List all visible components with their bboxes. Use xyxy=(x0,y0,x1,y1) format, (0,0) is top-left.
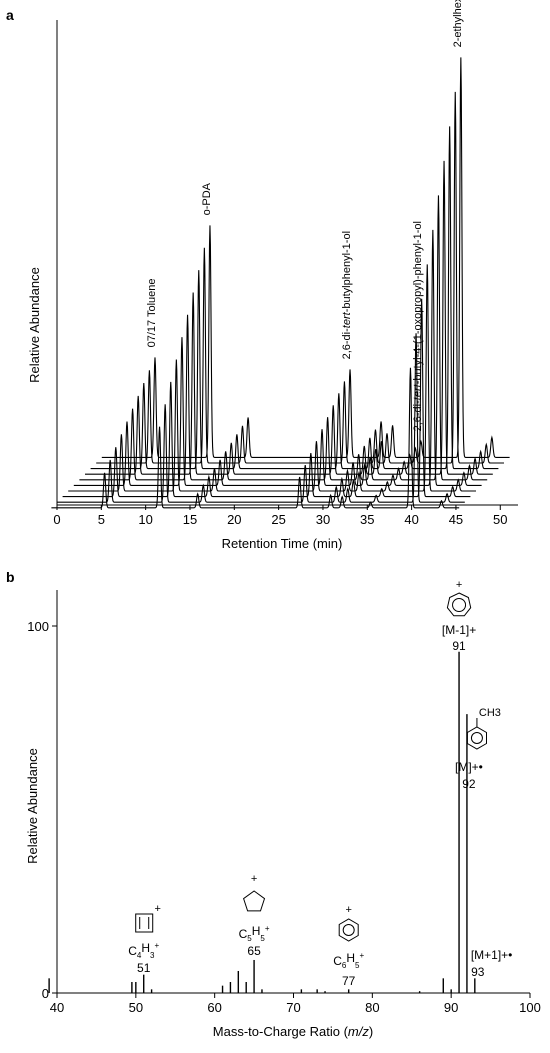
panel-a-x-tick-label: 0 xyxy=(53,512,60,527)
panel-a-x-tick-label: 45 xyxy=(449,512,463,527)
panel-b-x-axis-title: Mass-to-Charge Ratio (m/z) xyxy=(213,1024,373,1039)
panel-b-x-axis-title-main: Mass-to-Charge Ratio ( xyxy=(213,1024,349,1039)
ion-label-m: [M]+• xyxy=(455,760,483,774)
chromatogram-trace xyxy=(79,195,488,481)
panel-a-traces xyxy=(51,57,510,509)
peak-label: 2,6-di-tert-butylphenyl-1-ol xyxy=(341,231,353,359)
mz-label-91: 91 xyxy=(452,639,466,653)
panel-a-x-tick-label: 40 xyxy=(404,512,418,527)
panel-a-x-tick-label: 50 xyxy=(493,512,507,527)
panel-b-y-axis-title: Relative Abundance xyxy=(25,748,40,864)
panel-b-axes: 40 50 60 70 80 90 100 0 100 xyxy=(27,590,541,1015)
charge-plus: + xyxy=(251,873,257,885)
panel-b-x-tick-label: 60 xyxy=(207,1000,221,1015)
panel-a-x-tick-label: 30 xyxy=(316,512,330,527)
panel-b-y-tick-label: 0 xyxy=(42,986,49,1001)
phenyl-icon-ring xyxy=(342,924,355,936)
ion-label-m-1: [M-1]+ xyxy=(442,623,476,637)
chromatogram-trace xyxy=(68,264,477,492)
panel-b-x-tick-label: 70 xyxy=(286,1000,300,1015)
chromatogram-trace xyxy=(101,57,510,458)
tropylium-icon xyxy=(446,592,472,617)
panel-b-x-tick-label: 40 xyxy=(50,1000,64,1015)
panel-a-x-tick-label: 35 xyxy=(360,512,374,527)
chromatogram-trace xyxy=(85,160,493,475)
chromatogram-trace xyxy=(90,126,499,470)
toluene-icon-ring xyxy=(470,732,483,744)
panel-b-x-tick-label: 90 xyxy=(444,1000,458,1015)
chromatogram-trace xyxy=(73,229,482,486)
phenyl-icon xyxy=(338,918,359,942)
mz-label-77: 77 xyxy=(342,974,356,988)
peak-label: 2-ethylhexylbenzoate xyxy=(452,0,464,47)
panel-a-y-axis-title: Relative Abundance xyxy=(27,267,42,383)
ion-formula-c6h5: C6H5+ xyxy=(333,951,364,970)
panel-b-x-tick-label: 80 xyxy=(365,1000,379,1015)
chromatogram-trace xyxy=(57,333,465,503)
cyclopentadienyl-icon xyxy=(243,890,266,912)
panel-b-annotations: + C4H3+51 + C5H5+65 + C6H5+ 77 + [M-1]+ 91 CH3 [M]+… xyxy=(128,579,512,988)
chromatogram-trace xyxy=(51,367,460,509)
panel-b-label: b xyxy=(6,569,15,585)
panel-b-x-axis-title-end: ) xyxy=(369,1024,373,1039)
peak-label: o-PDA xyxy=(201,182,213,215)
ion-label-m+1: [M+1]+• xyxy=(471,948,513,962)
panel-b-x-tick-label: 100 xyxy=(519,1000,541,1015)
mz-label-93: 93 xyxy=(471,965,485,979)
panel-b-x-axis-title-italic: m/z xyxy=(348,1024,369,1039)
tropylium-icon-ring xyxy=(452,598,467,612)
charge-plus: + xyxy=(456,579,462,591)
charge-plus: + xyxy=(345,904,351,916)
mz-label-51: 51 xyxy=(137,961,151,975)
panel-a-x-tick-label: 5 xyxy=(98,512,105,527)
panel-b-y-tick-label: 100 xyxy=(27,619,49,634)
toluene-icon xyxy=(466,726,487,750)
panel-a-label: a xyxy=(6,7,14,23)
mz-label-65: 65 xyxy=(247,944,261,958)
panel-a-x-axis-title: Retention Time (min) xyxy=(222,536,343,551)
ion-formula-c5h5: C5H5+ xyxy=(239,924,270,943)
ion-formula-c4h3: C4H3+ xyxy=(128,941,159,960)
panel-a-x-tick-label: 10 xyxy=(138,512,152,527)
cyclobutadiene-icon xyxy=(135,913,154,933)
chromatogram-trace xyxy=(62,298,471,498)
panel-a-x-tick-label: 25 xyxy=(271,512,285,527)
panel-a-x-tick-label: 15 xyxy=(183,512,197,527)
peak-label: 2,6-di-tert-butyl-4-(1-oxopropyl)-phenyl… xyxy=(412,221,424,431)
methyl-label: CH3 xyxy=(479,707,501,719)
peak-label: 07/17 Toluene xyxy=(146,278,158,347)
mz-label-92: 92 xyxy=(462,777,476,791)
panel-b-bars xyxy=(48,651,476,993)
panel-a-axes: 0 5 10 15 20 25 30 35 40 45 50 xyxy=(53,20,518,527)
panel-a-annotations: 07/17 Toluene o-PDA 2,6-di-tert-butylpheny… xyxy=(146,0,464,431)
chromatogram-trace xyxy=(96,91,505,464)
panel-a-x-tick-label: 20 xyxy=(227,512,241,527)
panel-b-x-tick-label: 50 xyxy=(129,1000,143,1015)
charge-plus: + xyxy=(154,903,160,915)
